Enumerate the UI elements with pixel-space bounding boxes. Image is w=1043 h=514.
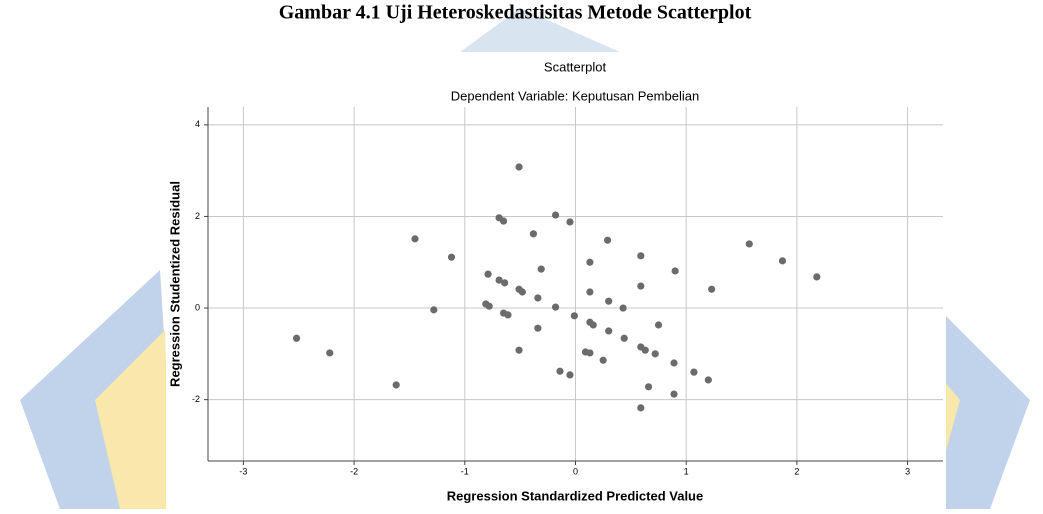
point [641,346,649,354]
x-tick-label: -2 [350,466,358,476]
point [556,367,564,375]
point [504,311,512,319]
point [529,230,538,238]
point [671,267,679,275]
point [813,273,821,281]
chart-title: Scatterplot [544,59,607,74]
point [637,404,645,412]
point [534,324,542,332]
point [778,257,787,265]
point [654,321,663,329]
point [586,349,594,357]
point [485,302,493,310]
point [518,288,526,296]
chart-subtitle: Dependent Variable: Keputusan Pembelian [451,88,699,103]
y-tick-label: 2 [195,211,200,221]
point [604,236,612,244]
y-tick-label: -2 [192,394,200,404]
point [447,253,456,261]
point [551,303,560,311]
point [745,240,753,248]
y-tick-label: 0 [195,302,200,312]
point [534,294,542,302]
point [620,334,628,342]
point [430,306,438,314]
point [605,327,613,335]
point [605,297,613,305]
point [499,217,508,225]
x-tick-label: -1 [461,466,469,476]
x-tick-label: 3 [905,466,910,476]
point [537,265,545,273]
point [619,304,627,312]
point [637,282,645,290]
point [599,356,607,364]
point [644,383,653,391]
point [326,349,334,357]
point [392,381,400,389]
point [704,376,712,384]
point [708,285,716,293]
y-tick-label: 4 [195,119,200,129]
point [690,368,698,376]
point [589,321,597,329]
point [495,276,503,284]
point [570,312,578,320]
point [670,390,678,398]
point [501,279,509,287]
point [586,288,594,296]
point [566,371,574,379]
x-tick-label: 0 [573,466,578,476]
chart-background [166,55,946,509]
point [551,211,560,219]
x-tick-label: -3 [239,466,247,476]
point [651,350,659,358]
x-tick-label: 1 [684,466,689,476]
point [515,163,523,171]
x-axis-label: Regression Standardized Predicted Value [447,488,703,503]
point [566,218,574,226]
point [292,334,301,342]
x-tick-label: 2 [794,466,799,476]
point [411,235,419,243]
point [484,270,492,278]
point [515,346,523,354]
caption: Gambar 4.1 Uji Heteroskedastisitas Metod… [279,2,752,24]
point [670,359,678,367]
y-axis-label: Regression Studentized Residual [167,181,182,387]
point [637,252,645,260]
point [586,258,594,266]
